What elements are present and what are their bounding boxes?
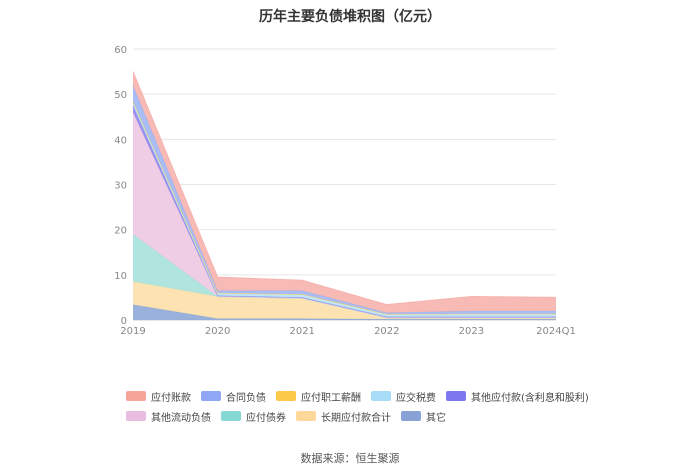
x-tick-label: 2023 xyxy=(459,326,484,337)
legend-label: 应交税费 xyxy=(396,392,436,404)
legend-swatch xyxy=(276,391,296,401)
legend-swatch xyxy=(126,391,146,401)
legend-item[interactable]: 其他流动负债 xyxy=(126,408,211,424)
area-series-0 xyxy=(133,304,556,320)
legend-swatch xyxy=(221,411,241,421)
x-tick-label: 2021 xyxy=(289,326,314,337)
legend-item[interactable]: 其他应付款(含利息和股利) xyxy=(446,388,589,404)
legend-swatch xyxy=(296,411,316,421)
area-series-edge-8 xyxy=(132,71,557,306)
legend-swatch xyxy=(446,391,466,401)
x-tick-label: 2020 xyxy=(205,326,230,337)
legend-label: 合同负债 xyxy=(226,392,266,404)
legend-item[interactable]: 应付债券 xyxy=(221,408,286,424)
legend-label: 应付债券 xyxy=(246,412,286,424)
y-tick-label: 10 xyxy=(114,271,127,282)
y-tick-label: 30 xyxy=(114,181,127,192)
y-tick-label: 20 xyxy=(114,226,127,237)
legend: 应付账款 合同负债 应付职工薪酬 应交税费 其他应付款(含利息和股利) 其他流动负债 应付债… xyxy=(126,388,606,424)
x-tick-label: 2024Q1 xyxy=(536,326,576,337)
legend-swatch xyxy=(201,391,221,401)
legend-item[interactable]: 长期应付款合计 xyxy=(296,408,391,424)
legend-item[interactable]: 应付账款 xyxy=(126,388,191,404)
x-tick-label: 2022 xyxy=(374,326,399,337)
y-tick-label: 50 xyxy=(114,90,127,101)
legend-item[interactable]: 其它 xyxy=(401,408,446,424)
legend-item[interactable]: 合同负债 xyxy=(201,388,266,404)
x-tick-label: 2019 xyxy=(120,326,145,337)
legend-label: 其它 xyxy=(426,412,446,424)
legend-label: 其他流动负债 xyxy=(151,412,211,424)
y-tick-label: 60 xyxy=(114,45,127,56)
y-tick-label: 0 xyxy=(121,316,127,327)
source-note: 数据来源：恒生聚源 xyxy=(300,452,400,465)
legend-label: 其他应付款(含利息和股利) xyxy=(471,392,589,404)
legend-label: 应付账款 xyxy=(151,392,191,404)
legend-label: 长期应付款合计 xyxy=(321,412,391,424)
legend-item[interactable]: 应交税费 xyxy=(371,388,436,404)
legend-item[interactable]: 应付职工薪酬 xyxy=(276,388,361,404)
stacked-area-chart: 0 10 20 30 40 50 60 2019 2020 2021 2022 2023 2024Q1 xyxy=(114,45,576,337)
chart-title: 历年主要负债堆积图（亿元） xyxy=(259,9,441,25)
area-series-1 xyxy=(133,281,556,320)
legend-swatch xyxy=(126,411,146,421)
legend-swatch xyxy=(371,391,391,401)
y-tick-label: 40 xyxy=(114,135,127,146)
legend-swatch xyxy=(401,411,421,421)
legend-label: 应付职工薪酬 xyxy=(301,392,361,404)
